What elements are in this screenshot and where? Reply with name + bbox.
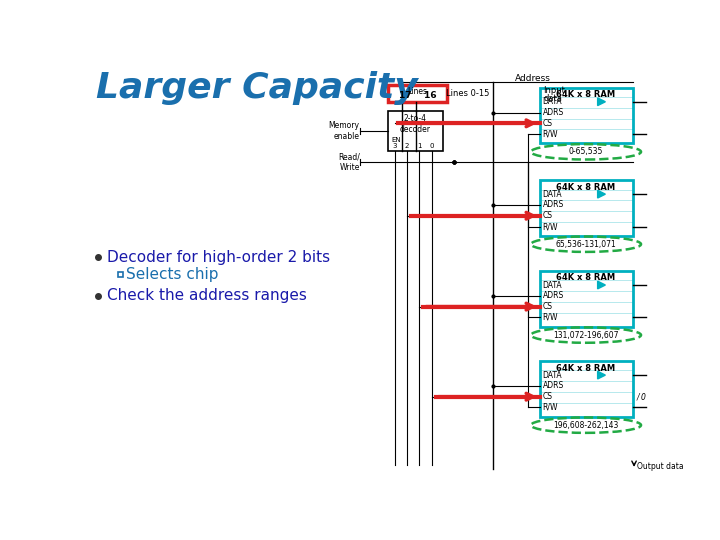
- Text: 131,072-196,607: 131,072-196,607: [553, 330, 618, 340]
- Text: 64K x 8 RAM: 64K x 8 RAM: [557, 90, 616, 99]
- Text: R/W: R/W: [543, 130, 558, 139]
- Text: Larger Capacity: Larger Capacity: [96, 71, 418, 105]
- Text: Input: Input: [544, 86, 565, 96]
- Text: 64K x 8 RAM: 64K x 8 RAM: [557, 183, 616, 192]
- Text: 65,536-131,071: 65,536-131,071: [556, 240, 616, 249]
- Text: ADRS: ADRS: [543, 108, 564, 117]
- Text: DATA: DATA: [543, 280, 562, 289]
- Text: EN: EN: [392, 137, 401, 143]
- Text: Memory
enable: Memory enable: [329, 122, 360, 141]
- Text: ADRS: ADRS: [543, 200, 564, 210]
- Bar: [388, 85, 446, 102]
- Text: CS: CS: [543, 302, 553, 311]
- Bar: [539, 361, 632, 417]
- Text: 3: 3: [392, 144, 397, 150]
- Polygon shape: [598, 372, 606, 379]
- Bar: [539, 88, 632, 143]
- Text: R/W: R/W: [543, 403, 558, 412]
- Text: 2: 2: [405, 144, 409, 150]
- Text: 64K x 8 RAM: 64K x 8 RAM: [557, 363, 616, 373]
- Polygon shape: [598, 281, 606, 289]
- Bar: [539, 180, 632, 236]
- Text: 17    16: 17 16: [399, 91, 436, 100]
- Text: 64K x 8 RAM: 64K x 8 RAM: [557, 273, 616, 282]
- Text: data: data: [544, 94, 562, 103]
- Text: Lines 0-15: Lines 0-15: [446, 89, 489, 98]
- Bar: [539, 271, 632, 327]
- Text: 0: 0: [430, 144, 434, 150]
- Text: DATA: DATA: [543, 190, 562, 199]
- Text: 2-to-4
decoder: 2-to-4 decoder: [400, 114, 431, 134]
- Text: Selects chip: Selects chip: [127, 267, 219, 282]
- Text: 0-65,535: 0-65,535: [569, 147, 603, 156]
- Text: CS: CS: [543, 392, 553, 401]
- Polygon shape: [598, 98, 606, 106]
- Text: Check the address ranges: Check the address ranges: [107, 288, 307, 303]
- Text: 1: 1: [417, 144, 422, 150]
- Bar: [118, 272, 123, 277]
- Text: Decoder for high-order 2 bits: Decoder for high-order 2 bits: [107, 250, 330, 265]
- Text: R/W: R/W: [543, 313, 558, 322]
- Text: CS: CS: [543, 119, 553, 128]
- Text: ADRS: ADRS: [543, 381, 564, 390]
- Text: ADRS: ADRS: [543, 291, 564, 300]
- Text: / 0: / 0: [636, 392, 647, 401]
- Text: Output data: Output data: [637, 462, 684, 471]
- Text: Read/
Write: Read/ Write: [338, 152, 360, 172]
- Bar: [388, 111, 443, 151]
- Text: 196,608-262,143: 196,608-262,143: [553, 421, 618, 430]
- Text: R/W: R/W: [543, 222, 558, 231]
- Text: Address: Address: [515, 74, 551, 83]
- Text: Lines: Lines: [408, 87, 428, 96]
- Polygon shape: [598, 190, 606, 198]
- Text: DATA: DATA: [543, 97, 562, 106]
- Text: DATA: DATA: [543, 370, 562, 380]
- Text: CS: CS: [543, 211, 553, 220]
